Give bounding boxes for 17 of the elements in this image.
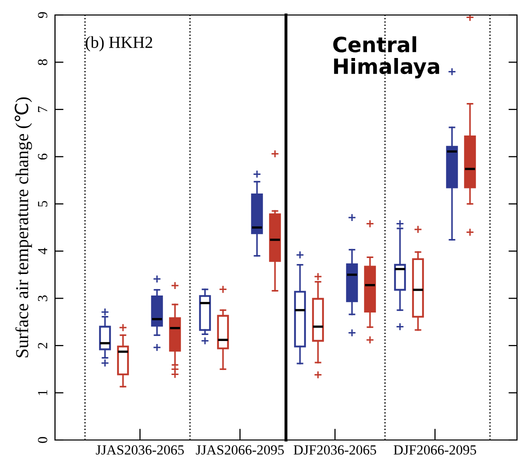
y-tick-label: 8 bbox=[38, 59, 48, 66]
annotation: Central Himalaya bbox=[333, 36, 440, 78]
y-tick-label: 1 bbox=[38, 390, 48, 396]
y-tick-label: 0 bbox=[38, 437, 48, 443]
y-tick-label: 6 bbox=[38, 154, 48, 160]
y-tick-label: 7 bbox=[38, 106, 48, 112]
y-tick-label: 2 bbox=[38, 342, 48, 348]
y-tick-label: 3 bbox=[38, 295, 48, 302]
y-tick-label: 9 bbox=[38, 12, 48, 18]
y-axis-title: Surface air temperature change (℃) bbox=[14, 97, 32, 358]
y-tick-label: 4 bbox=[38, 248, 48, 254]
annotation: (b) HKH2 bbox=[86, 36, 152, 52]
y-tick-label: 5 bbox=[38, 200, 48, 207]
x-tick-label: DJF2066-2095 bbox=[394, 445, 476, 455]
x-tick-label: DJF2036-2065 bbox=[294, 445, 376, 455]
x-tick-label: JJAS2066-2095 bbox=[196, 445, 284, 455]
x-tick-label: JJAS2036-2065 bbox=[96, 445, 184, 455]
